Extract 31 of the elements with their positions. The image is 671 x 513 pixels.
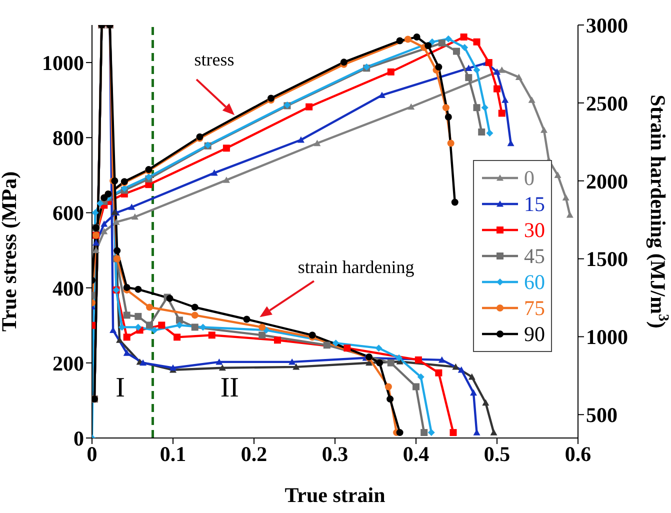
x-tick-label: 0.4 bbox=[402, 442, 430, 466]
y2-tick-label: 1500 bbox=[586, 247, 628, 272]
y2-tick-label: 3000 bbox=[586, 13, 628, 38]
y-tick-label: 200 bbox=[52, 351, 84, 376]
y2-tick-label: 1000 bbox=[586, 325, 628, 350]
y-tick-label: 0 bbox=[74, 426, 84, 450]
y-tick-label: 400 bbox=[52, 276, 84, 300]
annotation: stress bbox=[194, 50, 234, 70]
legend-label: 45 bbox=[524, 244, 545, 268]
x-tick-label: 0.5 bbox=[484, 442, 510, 466]
legend-label: 15 bbox=[524, 192, 545, 216]
legend-label: 0 bbox=[524, 166, 534, 190]
annotation: II bbox=[220, 372, 240, 404]
x-axis-title: True strain bbox=[284, 483, 386, 507]
y-tick-label: 600 bbox=[52, 201, 84, 226]
y-axis-title: True stress (MPa) bbox=[0, 171, 21, 332]
legend-label: 90 bbox=[524, 322, 545, 346]
y2-tick-label: 2500 bbox=[586, 91, 628, 116]
x-tick-label: 0.6 bbox=[564, 442, 592, 466]
annotation: strain hardening bbox=[298, 256, 414, 277]
legend-label: 60 bbox=[524, 270, 545, 294]
legend-label: 75 bbox=[524, 296, 545, 320]
y2-tick-label: 2000 bbox=[586, 169, 628, 194]
y-tick-label: 1000 bbox=[42, 51, 84, 75]
annotation: I bbox=[116, 372, 126, 404]
x-tick-label: 0.2 bbox=[240, 442, 268, 466]
y-tick-label: 800 bbox=[52, 126, 84, 150]
x-tick-label: 0.1 bbox=[160, 442, 186, 466]
y2-tick-label: 500 bbox=[586, 403, 618, 428]
x-tick-label: 0.3 bbox=[322, 442, 348, 466]
legend-label: 30 bbox=[524, 218, 545, 242]
